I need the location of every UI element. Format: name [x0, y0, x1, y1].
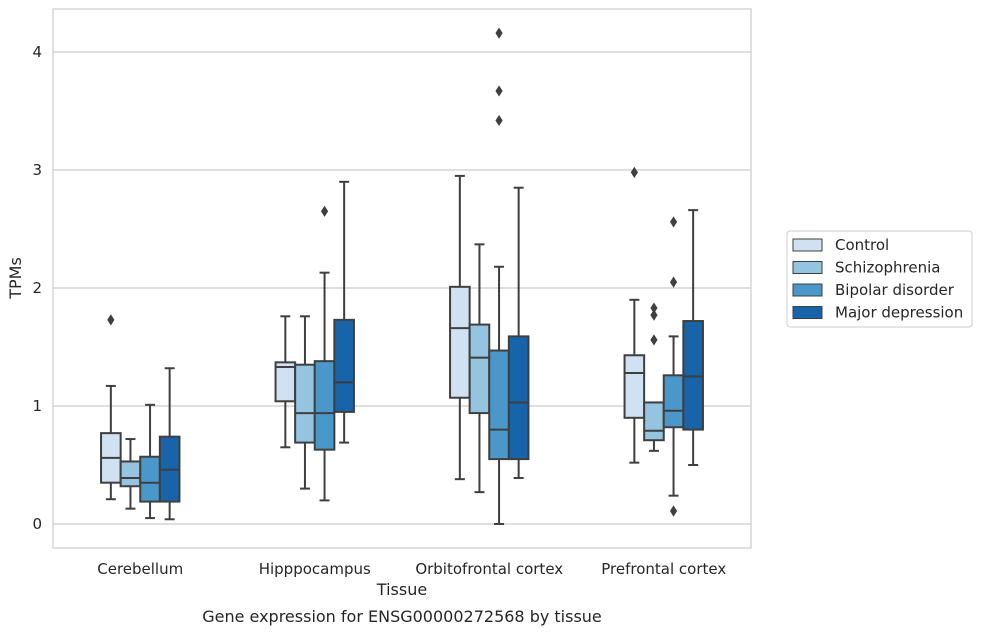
outlier-point	[669, 276, 678, 288]
chart-caption: Gene expression for ENSG00000272568 by t…	[202, 607, 602, 626]
box-iqr	[449, 285, 471, 399]
y-tick-label-1: 1	[32, 397, 42, 415]
legend-label: Major depression	[835, 304, 963, 322]
box-cerebellum-schizophrenia	[119, 438, 142, 510]
legend: Control Schizophrenia Bipolar disorder Majo…	[786, 230, 973, 328]
box-orbitofrontal-cortex-major-depression	[507, 186, 530, 479]
box-iqr	[139, 455, 161, 503]
box-iqr	[294, 363, 316, 444]
outlier-point	[650, 334, 658, 346]
box-iqr	[313, 360, 336, 451]
legend-swatch	[792, 261, 823, 274]
box-iqr	[662, 374, 685, 429]
box-iqr	[274, 361, 297, 403]
box-iqr	[468, 323, 491, 415]
x-tick-label-prefrontal-cortex: Prefrontal cortex	[601, 560, 726, 578]
legend-label: Schizophrenia	[835, 259, 940, 277]
x-axis-ticks: Cerebellum Hipppocampus Orbitofrontal cort…	[97, 560, 726, 578]
y-tick-label-0: 0	[32, 515, 42, 533]
y-tick-label-2: 2	[32, 279, 42, 297]
box-iqr	[119, 460, 142, 488]
legend-item-control: Control	[792, 236, 889, 254]
plot-frame	[52, 8, 752, 549]
outlier-point	[669, 505, 678, 517]
box-orbitofrontal-cortex-schizophrenia	[468, 243, 491, 494]
box-plot-area	[100, 27, 704, 525]
box-hipppocampus-control	[274, 315, 297, 449]
legend-swatch	[792, 283, 823, 297]
y-tick-label-3: 3	[32, 161, 42, 179]
legend-item-schizophrenia: Schizophrenia	[792, 259, 940, 277]
legend-swatch	[792, 238, 823, 252]
box-prefrontal-cortex-major-depression	[682, 209, 704, 466]
box-iqr	[488, 349, 510, 461]
outlier-point	[650, 302, 658, 314]
legend-item-bipolar-disorder: Bipolar disorder	[792, 281, 955, 299]
box-hipppocampus-schizophrenia	[294, 315, 316, 490]
outlier-point	[650, 309, 658, 321]
box-prefrontal-cortex-schizophrenia	[643, 302, 665, 452]
x-tick-label-cerebellum: Cerebellum	[97, 560, 183, 578]
grid-lines	[53, 51, 751, 525]
box-cerebellum-control	[100, 314, 122, 501]
y-tick-label-4: 4	[32, 43, 42, 61]
legend-label: Bipolar disorder	[835, 281, 955, 299]
box-iqr	[333, 318, 355, 413]
legend-item-major-depression: Major depression	[792, 304, 963, 322]
outlier-point	[495, 85, 503, 97]
outlier-point	[107, 314, 115, 326]
box-cerebellum-major-depression	[158, 367, 181, 521]
outlier-point	[495, 27, 503, 39]
box-orbitofrontal-cortex-bipolar-disorder	[488, 27, 510, 525]
x-axis-title: Tissue	[376, 580, 427, 599]
box-prefrontal-cortex-bipolar-disorder	[662, 216, 685, 517]
box-iqr	[643, 401, 665, 442]
outlier-point	[320, 205, 329, 217]
box-iqr	[623, 354, 646, 419]
legend-swatch	[792, 306, 823, 319]
outlier-point	[669, 216, 678, 228]
outlier-point	[630, 166, 638, 178]
box-iqr	[507, 335, 530, 461]
y-axis-title: TPMs	[6, 257, 25, 300]
x-tick-label-orbitofrontal-cortex: Orbitofrontal cortex	[415, 560, 563, 578]
box-cerebellum-bipolar-disorder	[139, 403, 161, 520]
x-tick-label-hipppocampus: Hipppocampus	[259, 560, 371, 578]
legend-frame	[786, 230, 973, 328]
box-prefrontal-cortex-control	[623, 166, 646, 464]
box-hipppocampus-bipolar-disorder	[313, 205, 336, 502]
outlier-point	[495, 114, 503, 127]
legend-label: Control	[835, 236, 889, 254]
box-hipppocampus-major-depression	[333, 180, 355, 444]
box-orbitofrontal-cortex-control	[449, 174, 471, 481]
y-axis-ticks: 0 1 2 3 4	[32, 43, 42, 533]
box-iqr	[682, 320, 704, 431]
